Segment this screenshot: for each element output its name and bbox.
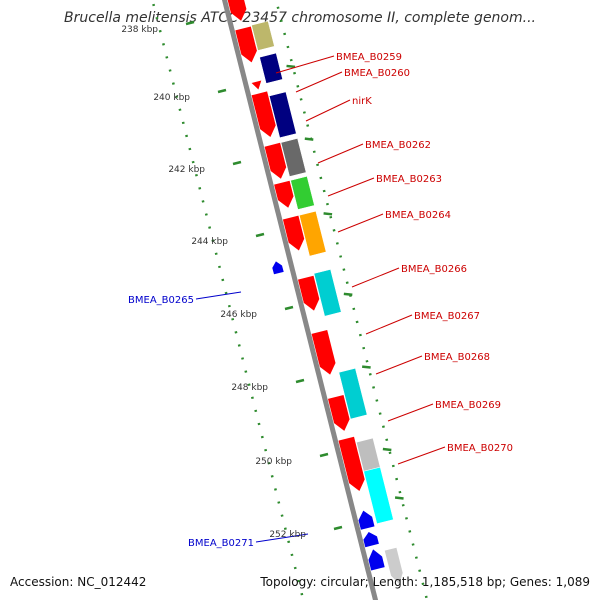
major-scale-ticks [185,20,343,531]
outer-major-tick [382,447,392,452]
scale-label: 242 kbp [168,165,205,175]
outer-tick-ring [276,6,428,599]
cog-block[interactable] [259,52,283,84]
gene-label[interactable]: BMEA_B0266 [401,264,467,275]
cog-block[interactable] [290,175,315,210]
label-leader-line [375,355,423,375]
outer-major-tick [343,292,353,297]
reverse-gene-arrow[interactable] [368,549,385,571]
major-tick [255,232,265,238]
genome-summary-text: Topology: circular; Length: 1,185,518 bp… [260,575,590,589]
gene-label[interactable]: BMEA_B0259 [336,52,402,63]
gene-label[interactable]: BMEA_B0264 [385,210,451,221]
major-tick [319,452,329,458]
gene-label[interactable]: BMEA_B0260 [344,68,410,79]
gene-label[interactable]: BMEA_B0263 [376,174,442,185]
outer-major-tick [361,365,371,369]
cog-block[interactable] [298,210,327,257]
forward-gene-arrow[interactable] [264,142,287,179]
gene-label[interactable]: BMEA_B0268 [424,352,490,363]
backbone-line [221,0,379,600]
label-leader-line [295,71,343,93]
forward-gene-arrow[interactable] [328,395,350,431]
forward-gene-arrow[interactable] [298,275,320,311]
label-leader-line [255,533,309,543]
label-leader-line [387,403,434,422]
major-tick [185,20,195,26]
gene-label[interactable]: BMEA_B0262 [365,140,431,151]
gene-features[interactable] [220,0,403,585]
gene-label[interactable]: BMEA_B0267 [414,311,480,322]
cog-block[interactable] [251,20,275,51]
scale-label: 238 kbp [121,25,158,35]
cog-block[interactable] [268,91,297,139]
label-leader-lines [195,55,446,543]
scale-label: 246 kbp [220,310,257,320]
major-tick [232,160,242,166]
label-leader-line [397,446,446,465]
outer-major-tick [394,496,404,500]
forward-gene-arrow[interactable] [274,180,294,208]
gene-label[interactable]: nirK [352,96,372,107]
cog-block[interactable] [313,269,342,317]
major-tick [217,88,227,94]
major-tick [333,525,343,531]
forward-gene-arrow[interactable] [311,330,336,375]
forward-gene-arrow[interactable] [251,91,276,137]
outer-major-tick [304,137,314,141]
forward-gene-arrow[interactable] [282,215,305,251]
map-title: Brucella melitensis ATCC 23457 chromosom… [64,10,536,26]
forward-gene-arrow[interactable] [338,436,365,491]
label-leader-line [275,55,335,74]
major-tick [295,378,305,384]
scale-label: 244 kbp [191,237,228,247]
inner-tick-ring [152,3,304,596]
cog-block[interactable] [363,466,394,525]
reverse-gene-arrow[interactable] [272,261,284,275]
label-leader-line [337,213,384,233]
label-leader-line [195,291,242,300]
label-leader-line [327,177,375,197]
reverse-gene-arrow[interactable] [358,510,375,530]
outer-major-tick [286,64,296,69]
scale-label: 250 kbp [255,457,292,467]
forward-gene-arrow[interactable] [235,26,257,63]
forward-gene-arrow[interactable] [251,80,262,90]
label-leader-line [317,143,364,164]
scale-label: 252 kbp [269,530,306,540]
sequence-backbone [221,0,379,600]
forward-gene-arrow[interactable] [220,0,247,21]
feature-labels[interactable]: 238 kbp 240 kbp 242 kbp 244 kbp 246 kbp 248 k… [121,25,513,549]
label-leader-line [351,267,400,288]
gene-label[interactable]: BMEA_B0271 [188,538,254,549]
outer-major-tick [323,212,333,216]
reverse-gene-arrow[interactable] [363,532,379,548]
gene-label[interactable]: BMEA_B0269 [435,400,501,411]
label-leader-line [365,314,413,335]
scale-label: 240 kbp [153,93,190,103]
gene-label[interactable]: BMEA_B0270 [447,443,513,454]
cog-features[interactable] [251,20,394,525]
accession-text: Accession: NC_012442 [10,575,147,589]
label-leader-line [305,99,351,122]
cog-block[interactable] [280,138,307,177]
major-tick [284,305,294,311]
cog-block[interactable] [338,367,368,420]
gene-label[interactable]: BMEA_B0265 [128,295,194,306]
forward-gene-arrow[interactable] [384,547,403,585]
scale-label: 248 kbp [231,383,268,393]
